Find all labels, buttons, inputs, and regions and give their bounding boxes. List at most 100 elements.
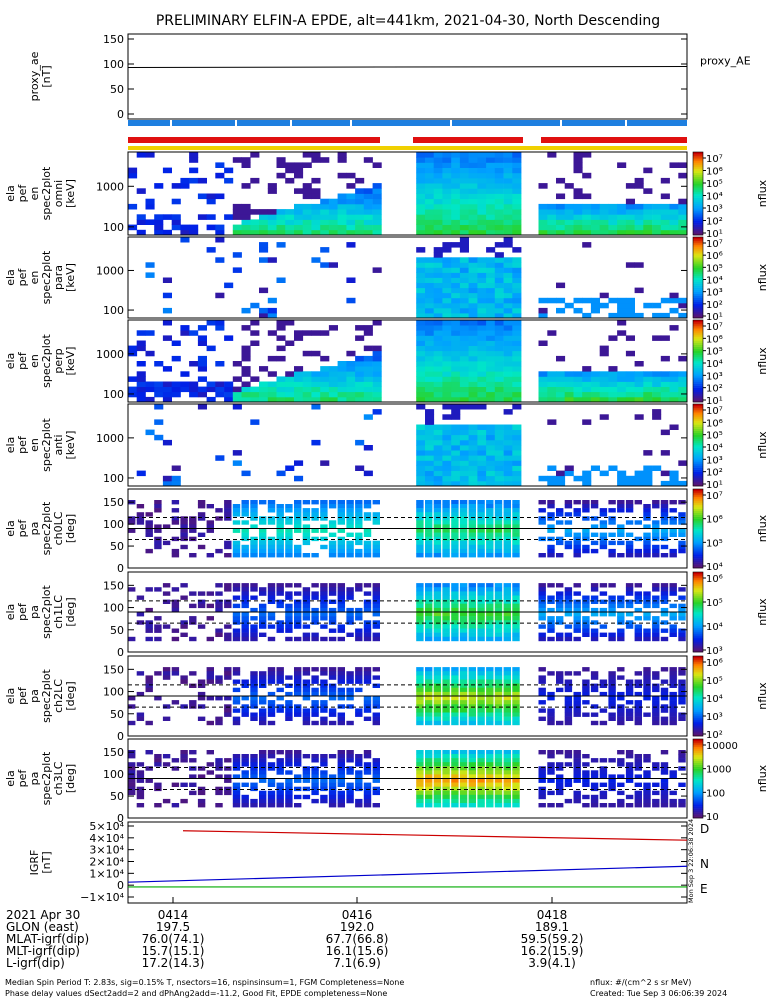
pitch-cell [276, 512, 284, 517]
pitch-cell [232, 587, 241, 592]
energy-cell [573, 396, 583, 403]
pitch-cell [276, 790, 284, 796]
pitch-cell [363, 798, 372, 804]
pitch-cell [451, 798, 459, 804]
pitch-cell [416, 708, 424, 713]
energy-cell [512, 203, 522, 210]
pitch-cell [180, 528, 188, 533]
pitch-cell [302, 683, 311, 688]
pitch-cell [320, 508, 328, 513]
pitch-cell [328, 782, 337, 787]
pitch-cell [477, 536, 485, 542]
energy-cell [416, 361, 426, 367]
pitch-cell [425, 607, 433, 613]
pitch-cell [320, 504, 328, 509]
pitch-cell [634, 712, 642, 717]
energy-cell [678, 198, 688, 205]
energy-cell [503, 345, 513, 352]
colorbar-cell [693, 754, 703, 758]
pitch-cell [442, 782, 450, 787]
pitch-cell [512, 700, 520, 705]
colorbar-cell [693, 772, 703, 775]
energy-cell [512, 355, 522, 362]
pitch-cell [259, 603, 267, 609]
pitch-cell [328, 720, 337, 726]
energy-cell [451, 162, 461, 168]
pitch-cell [259, 750, 267, 755]
energy-cell [512, 162, 522, 168]
pitch-cell [477, 524, 485, 529]
pitch-cell [608, 712, 616, 717]
energy-cell [294, 396, 304, 403]
pitch-cell [346, 532, 354, 537]
pitch-cell [311, 708, 319, 713]
energy-cell [582, 470, 592, 477]
energy-cell [442, 439, 452, 446]
energy-cell [451, 209, 461, 215]
pitch-cell [634, 782, 642, 787]
pitch-cell [512, 712, 520, 717]
pitch-cell [660, 794, 669, 800]
pitch-cell [337, 540, 345, 546]
energy-cell [346, 242, 356, 248]
pitch-cell [154, 500, 162, 505]
energy-cell [599, 414, 609, 420]
pitch-cell [311, 636, 319, 642]
energy-cell [154, 219, 164, 225]
pitch-cell [486, 687, 494, 693]
energy-cell [512, 152, 522, 158]
pitch-cell [451, 628, 459, 633]
pitch-cell [442, 720, 450, 726]
energy-cell [285, 396, 295, 403]
pitch-cell [294, 803, 302, 808]
energy-cell [652, 229, 662, 236]
pitch-cell [617, 675, 625, 680]
pitch-cell [503, 583, 511, 588]
pitch-cell [590, 720, 599, 726]
pitch-cell [320, 599, 328, 604]
energy-cell [416, 355, 426, 362]
pitch-cell [328, 504, 337, 509]
energy-cell [678, 381, 688, 387]
colorbar-cell [693, 536, 703, 539]
energy-cell [556, 470, 566, 477]
pitch-cell [241, 628, 249, 633]
energy-cell [486, 439, 496, 446]
pitch-cell [355, 774, 363, 779]
energy-cell [162, 480, 172, 487]
colorbar-cell [693, 556, 703, 559]
pitch-cell [503, 766, 511, 771]
pitch-cell [302, 612, 311, 617]
energy-cell [416, 470, 426, 477]
energy-cell [276, 345, 286, 352]
pitch-cell [294, 599, 302, 604]
energy-cell [564, 219, 574, 225]
pitch-cell [503, 708, 511, 713]
energy-cell [459, 242, 469, 248]
energy-cell [678, 302, 688, 309]
colorbar-cell [693, 369, 703, 372]
energy-cell [486, 376, 496, 382]
energy-cell [197, 404, 207, 410]
energy-cell [494, 460, 504, 466]
energy-cell [477, 381, 487, 387]
pitch-cell [643, 540, 651, 546]
pitch-cell [477, 583, 485, 588]
pitch-cell [556, 790, 564, 796]
pitch-cell [652, 766, 660, 771]
energy-cell [328, 386, 338, 393]
pitch-cell [477, 603, 485, 609]
energy-cell [355, 371, 365, 377]
energy-cell [512, 219, 522, 225]
pitch-cell [556, 803, 564, 808]
colorbar-cell [693, 328, 703, 331]
energy-cell [311, 188, 321, 194]
pitch-cell [625, 803, 634, 808]
pitch-cell [652, 520, 660, 525]
pitch-cell [468, 632, 476, 637]
energy-cell [337, 214, 347, 220]
pitch-cell [468, 758, 476, 763]
pitch-cell [512, 786, 520, 792]
pitch-cell [215, 591, 223, 596]
energy-cell [145, 203, 155, 210]
